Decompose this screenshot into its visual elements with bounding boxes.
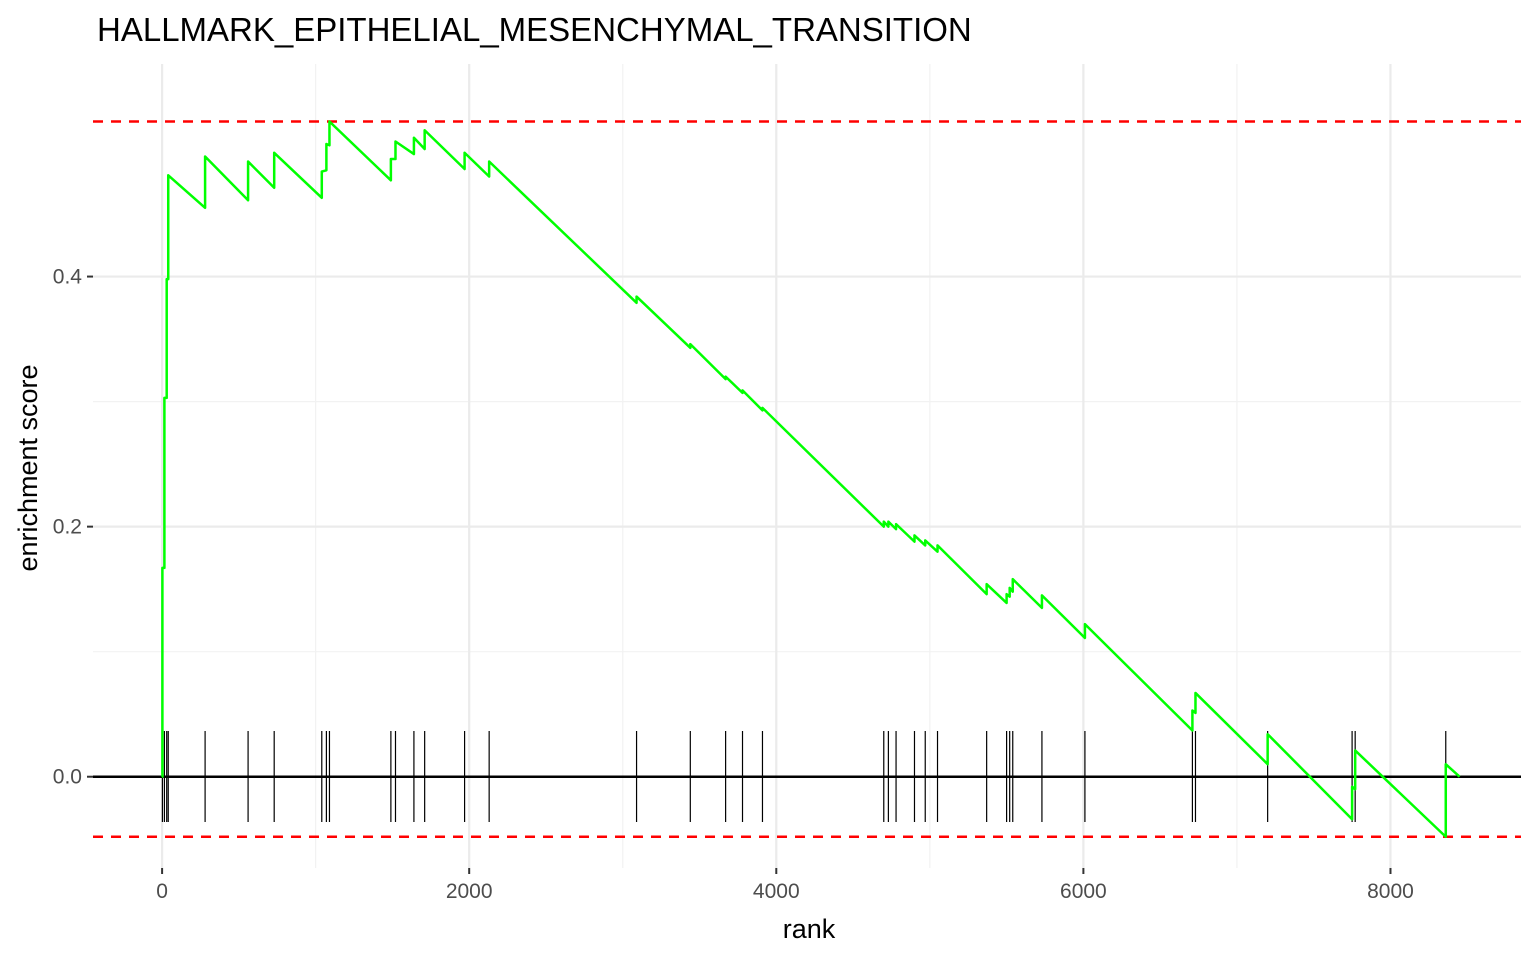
x-tick-label: 8000 [1367, 880, 1414, 903]
series-layer [161, 120, 1461, 838]
chart-title: HALLMARK_EPITHELIAL_MESENCHYMAL_TRANSITI… [97, 11, 972, 48]
x-tick-label: 4000 [753, 880, 800, 903]
y-tick-label: 0.2 [53, 516, 82, 539]
x-axis-title: rank [783, 914, 836, 944]
gene-hit-ticks [161, 731, 1447, 822]
y-axis-title: enrichment score [13, 364, 43, 571]
y-axis-ticks: 0.0 0.2 0.4 [53, 266, 93, 789]
reference-lines [93, 120, 1521, 838]
enrichment-score-line [161, 120, 1461, 838]
y-tick-label: 0.4 [53, 266, 83, 289]
x-axis-ticks: 0 2000 4000 6000 8000 [156, 868, 1414, 903]
x-tick-label: 0 [156, 880, 168, 903]
y-tick-label: 0.0 [53, 766, 82, 789]
x-tick-label: 6000 [1060, 880, 1107, 903]
x-tick-label: 2000 [446, 880, 493, 903]
